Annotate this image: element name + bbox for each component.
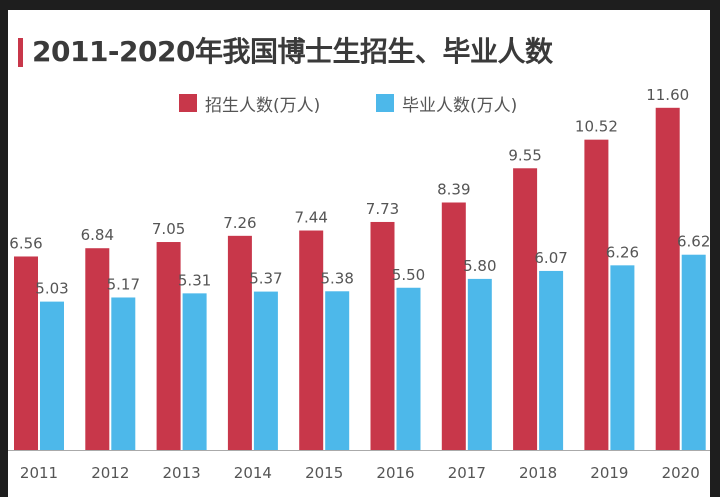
value-label-enrollment-2017: 8.39 (437, 180, 470, 198)
value-label-graduation-2013: 5.31 (178, 271, 211, 289)
value-label-graduation-2011: 5.03 (35, 280, 68, 298)
bar-graduation-2019 (610, 265, 635, 450)
value-label-enrollment-2020: 11.60 (646, 86, 689, 104)
legend-label-enrollment: 招生人数(万人) (205, 95, 321, 116)
value-label-enrollment-2018: 9.55 (508, 146, 541, 164)
bar-enrollment-2015 (299, 230, 324, 450)
bar-graduation-2013 (182, 293, 207, 450)
value-label-enrollment-2012: 6.84 (81, 226, 114, 244)
x-tick-label-2015: 2015 (305, 464, 343, 482)
value-label-enrollment-2013: 7.05 (152, 220, 185, 238)
bar-enrollment-2013 (156, 242, 181, 450)
bar-graduation-2017 (467, 278, 492, 450)
value-label-graduation-2016: 5.50 (392, 266, 425, 284)
value-label-enrollment-2019: 10.52 (575, 118, 618, 136)
legend-enrollment: 招生人数(万人) (179, 92, 321, 116)
x-tick-label-2013: 2013 (163, 464, 201, 482)
bar-graduation-2016 (396, 287, 421, 450)
x-tick-label-2017: 2017 (448, 464, 486, 482)
value-label-graduation-2014: 5.37 (249, 270, 282, 288)
bar-enrollment-2016 (370, 221, 395, 450)
x-tick-label-2020: 2020 (662, 464, 700, 482)
value-label-enrollment-2011: 6.56 (9, 234, 42, 252)
bar-enrollment-2014 (227, 235, 252, 450)
value-label-enrollment-2016: 7.73 (366, 200, 399, 218)
legend-label-graduation: 毕业人数(万人) (402, 95, 518, 116)
x-tick-label-2011: 2011 (20, 464, 58, 482)
value-label-graduation-2018: 6.07 (534, 249, 567, 267)
bar-graduation-2012 (111, 297, 136, 450)
x-tick-label-2019: 2019 (590, 464, 628, 482)
chart-title: 2011-2020年我国博士生招生、毕业人数 (32, 35, 553, 68)
bar-enrollment-2019 (584, 139, 609, 450)
bar-enrollment-2018 (513, 168, 538, 450)
title-accent-bar (18, 38, 23, 67)
value-label-enrollment-2014: 7.26 (223, 214, 256, 232)
x-tick-label-2012: 2012 (91, 464, 129, 482)
bar-graduation-2011 (40, 301, 64, 450)
value-label-graduation-2020: 6.62 (677, 233, 710, 251)
value-label-graduation-2017: 5.80 (463, 257, 496, 275)
bar-graduation-2018 (539, 270, 564, 450)
value-label-graduation-2012: 5.17 (107, 275, 140, 293)
bar-graduation-2014 (253, 291, 278, 450)
bar-enrollment-2011 (14, 256, 38, 450)
value-label-graduation-2019: 6.26 (606, 243, 639, 261)
value-label-enrollment-2015: 7.44 (294, 209, 327, 227)
legend-swatch-graduation (376, 94, 394, 112)
x-tick-label-2018: 2018 (519, 464, 557, 482)
bar-graduation-2020 (681, 254, 706, 450)
bar-enrollment-2012 (85, 248, 110, 450)
x-tick-label-2014: 2014 (234, 464, 272, 482)
legend-swatch-enrollment (179, 94, 197, 112)
x-tick-label-2016: 2016 (376, 464, 414, 482)
bar-graduation-2015 (325, 291, 350, 450)
bar-enrollment-2017 (441, 202, 466, 450)
legend-graduation: 毕业人数(万人) (376, 92, 518, 116)
bar-enrollment-2020 (655, 107, 680, 451)
value-label-graduation-2015: 5.38 (320, 269, 353, 287)
